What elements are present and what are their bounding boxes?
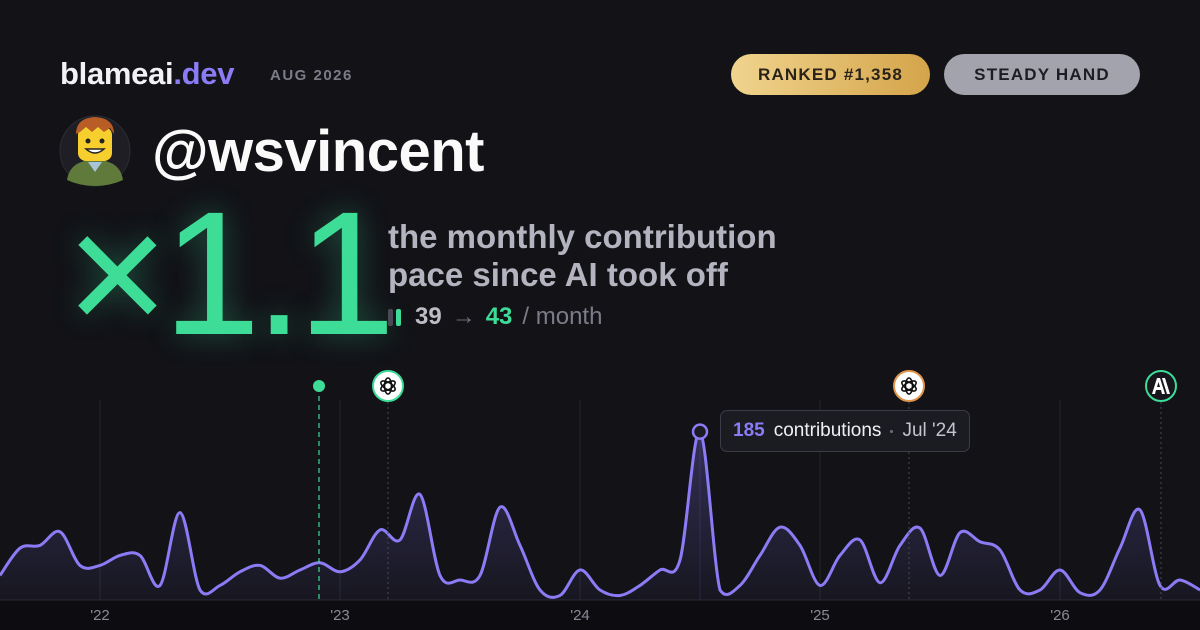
style-badge: STEADY HAND [944, 54, 1140, 95]
avatar [59, 115, 131, 187]
line [0, 430, 1200, 599]
area [0, 431, 1200, 600]
event-dot [313, 380, 325, 392]
tooltip-value: 185 [733, 420, 765, 441]
arrow: → [451, 303, 476, 330]
x-tick-label: '25 [810, 607, 830, 624]
anthropic-logo [1152, 378, 1170, 394]
openai-logo [901, 377, 917, 395]
openai-icon [372, 370, 404, 402]
tooltip: 185 contributions Jul '24 [720, 410, 970, 452]
brand-tld: .dev [173, 56, 235, 91]
separator [890, 429, 894, 433]
x-tick-label: '23 [330, 607, 350, 624]
unit: / month [522, 303, 603, 330]
x-tick-label: '26 [1050, 607, 1070, 624]
multiplier: ×1.1 [66, 176, 395, 372]
description: pace since AI took off [388, 256, 728, 293]
before-value: 39 [415, 303, 442, 330]
after-value: 43 [485, 303, 513, 330]
event-markers [313, 370, 1177, 600]
axis-band [0, 600, 1200, 630]
period: AUG 2026 [270, 67, 353, 84]
tooltip-label: contributions [773, 420, 882, 441]
tooltip-date: Jul '24 [902, 420, 957, 441]
rank-badge: RANKED #1,358 [731, 54, 930, 95]
x-tick-label: '22 [90, 607, 110, 624]
peak-marker [691, 423, 709, 440]
pace-stats: 39 → 43 / month [388, 303, 602, 331]
plot: '22 '23 '24 '25 '26 [0, 400, 1200, 624]
brand: blameai.dev [60, 56, 235, 92]
openai-icon [893, 370, 925, 402]
pace-icon [388, 308, 401, 326]
brand-name: blameai [60, 56, 174, 91]
openai-logo [380, 377, 396, 395]
username: @wsvincent [152, 119, 484, 184]
description: the monthly contribution [388, 218, 777, 255]
x-tick-label: '24 [570, 607, 590, 624]
